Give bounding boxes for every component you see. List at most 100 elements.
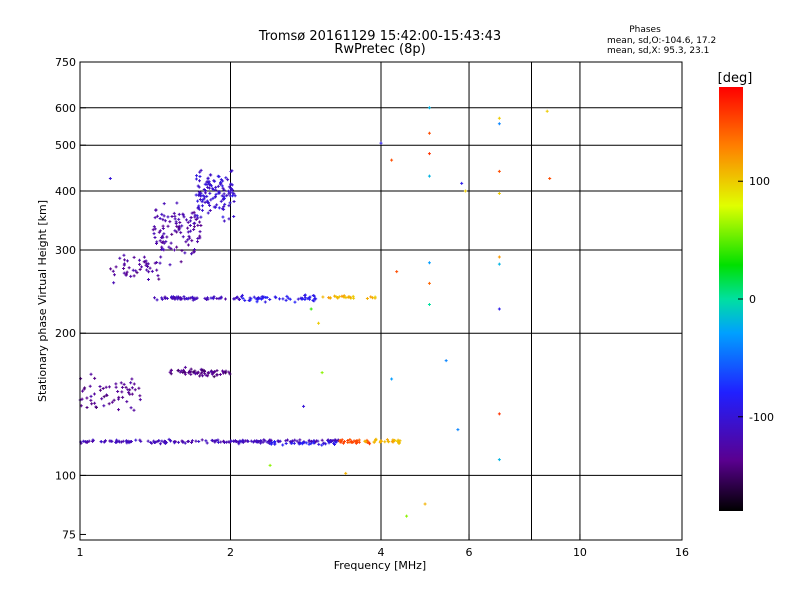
data-point [497, 307, 501, 311]
x-tick-label: 1 [77, 546, 84, 559]
data-point [85, 396, 89, 400]
data-point [197, 190, 201, 194]
data-point [175, 230, 179, 234]
data-point [92, 392, 96, 396]
data-point [312, 299, 316, 303]
data-point [192, 222, 196, 226]
data-point [98, 385, 102, 389]
data-point [224, 371, 228, 375]
data-point [93, 401, 97, 405]
data-point [181, 235, 185, 239]
data-point [179, 260, 183, 264]
data-point [208, 183, 212, 187]
data-point [265, 440, 269, 444]
data-point [311, 293, 315, 297]
data-point [222, 192, 226, 196]
data-point [85, 440, 89, 444]
data-point [427, 303, 431, 307]
data-point [162, 232, 166, 236]
data-point [145, 268, 149, 272]
data-point [285, 294, 289, 298]
data-point [190, 440, 194, 444]
data-point [368, 442, 372, 446]
data-point [114, 385, 118, 389]
data-point [206, 297, 210, 301]
data-point [177, 212, 181, 216]
data-point [163, 219, 167, 223]
data-point [162, 241, 166, 245]
data-point [197, 179, 201, 183]
data-point [138, 394, 142, 398]
data-point [497, 116, 501, 120]
data-point [163, 296, 167, 300]
data-point [259, 439, 263, 443]
data-point [125, 270, 129, 274]
data-point [173, 229, 177, 233]
data-point [194, 193, 198, 197]
data-point [205, 194, 209, 198]
data-point [545, 109, 549, 113]
data-point [281, 443, 285, 447]
data-point [186, 230, 190, 234]
data-point [209, 198, 213, 202]
data-point [187, 369, 191, 373]
data-point [206, 185, 210, 189]
data-point [129, 406, 133, 410]
data-point [153, 296, 157, 300]
data-point [190, 439, 194, 443]
data-point [364, 439, 368, 443]
data-point [160, 297, 164, 301]
data-point [155, 268, 159, 272]
data-point [153, 227, 157, 231]
data-point [132, 274, 136, 278]
data-point [203, 200, 207, 204]
data-point [189, 216, 193, 220]
data-point [293, 300, 297, 304]
x-tick-label: 10 [573, 546, 587, 559]
data-point [158, 442, 162, 446]
data-point [216, 438, 220, 442]
data-point [131, 268, 135, 272]
data-point [191, 250, 195, 254]
data-point [255, 300, 259, 304]
data-point [130, 392, 134, 396]
data-point [497, 169, 501, 173]
data-point [177, 217, 181, 221]
data-point [427, 152, 431, 156]
data-point [165, 296, 169, 300]
data-point [158, 239, 162, 243]
data-point [333, 443, 337, 447]
data-point [321, 295, 325, 299]
data-point [427, 261, 431, 265]
y-tick-label: 300 [55, 244, 76, 257]
data-point [173, 297, 177, 301]
data-point [235, 295, 239, 299]
data-point [197, 204, 201, 208]
data-point [177, 224, 181, 228]
data-point [268, 463, 272, 467]
data-point [188, 219, 192, 223]
data-point [175, 201, 179, 205]
data-point [207, 180, 211, 184]
data-point [249, 439, 253, 443]
data-point [203, 189, 207, 193]
data-point [83, 386, 87, 390]
data-point [262, 438, 266, 442]
data-point [347, 295, 351, 299]
data-point [216, 174, 220, 178]
data-point [202, 369, 206, 373]
data-point [309, 307, 313, 311]
colorbar-ticks: 100 0 -100 [738, 175, 774, 424]
data-point [108, 177, 112, 181]
data-point [333, 294, 337, 298]
data-point [152, 232, 156, 236]
data-point [129, 274, 133, 278]
data-point [198, 175, 202, 179]
data-point [257, 440, 261, 444]
data-point [157, 230, 161, 234]
data-point [227, 217, 231, 221]
data-point [444, 359, 448, 363]
data-point [114, 382, 118, 386]
data-point [215, 296, 219, 300]
x-tick-label: 4 [378, 546, 385, 559]
